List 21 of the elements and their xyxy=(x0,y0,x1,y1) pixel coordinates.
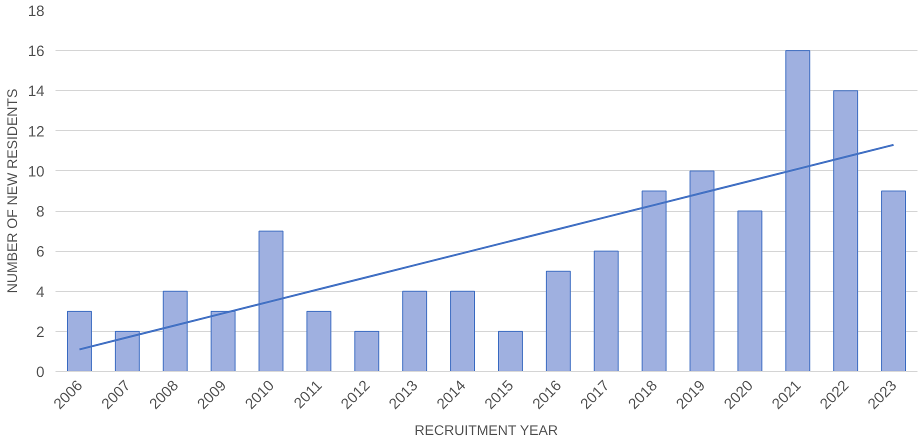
x-axis-title: RECRUITMENT YEAR xyxy=(414,422,558,438)
y-tick-label: 2 xyxy=(36,324,44,341)
bar xyxy=(881,190,906,372)
y-tick-label: 18 xyxy=(28,3,45,20)
bar xyxy=(594,250,619,372)
bar xyxy=(498,330,523,372)
bar xyxy=(306,310,332,372)
bar xyxy=(546,270,571,372)
y-tick-label: 6 xyxy=(36,244,44,261)
y-tick-label: 4 xyxy=(36,284,44,301)
y-tick-label: 0 xyxy=(36,364,44,381)
y-tick-label: 10 xyxy=(28,163,45,180)
bar xyxy=(450,290,476,372)
y-tick-label: 16 xyxy=(28,43,45,60)
y-tick-label: 8 xyxy=(36,204,44,221)
bar xyxy=(402,290,428,372)
bar xyxy=(737,210,762,372)
y-axis-title: NUMBER OF NEW RESIDENTS xyxy=(4,88,20,294)
y-tick-label: 12 xyxy=(28,123,45,140)
bar xyxy=(354,330,380,372)
y-tick-label: 14 xyxy=(28,83,45,100)
